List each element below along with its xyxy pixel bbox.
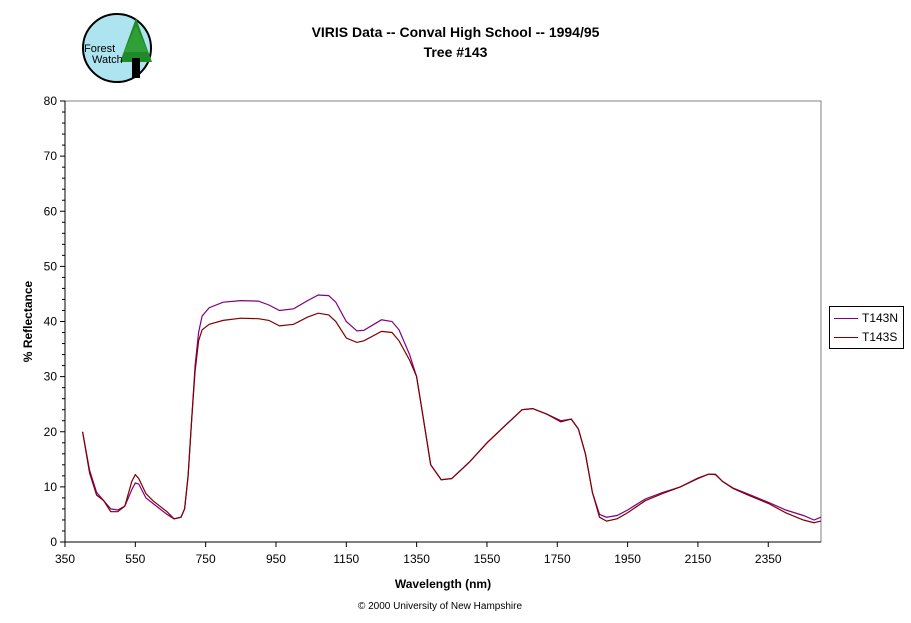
y-axis-label: % Reflectance [21, 280, 35, 362]
y-tick-label: 70 [44, 149, 58, 163]
legend-item-t143n: T143N [834, 310, 898, 326]
legend-swatch [834, 336, 858, 338]
x-tick-label: 2150 [685, 552, 712, 566]
x-tick-label: 1750 [544, 552, 571, 566]
svg-text:Watch: Watch [92, 54, 123, 66]
x-axis-label: Wavelength (nm) [395, 577, 491, 591]
y-tick-label: 10 [44, 480, 58, 494]
x-tick-label: 750 [196, 552, 216, 566]
chart-subtitle: Tree #143 [423, 44, 488, 60]
y-tick-label: 30 [44, 370, 58, 384]
y-tick-label: 20 [44, 425, 58, 439]
y-tick-label: 0 [50, 535, 57, 549]
legend-label: T143N [862, 311, 899, 325]
plot-frame [64, 100, 822, 543]
y-tick-label: 40 [44, 315, 58, 329]
x-tick-label: 1350 [403, 552, 430, 566]
chart-title: VIRIS Data -- Conval High School -- 1994… [311, 24, 600, 40]
x-tick-label: 1550 [474, 552, 501, 566]
legend-label: T143S [862, 330, 898, 344]
y-tick-label: 50 [44, 259, 58, 273]
legend: T143N T143S [829, 306, 904, 349]
x-tick-label: 1150 [333, 552, 359, 566]
series-line-t143n [82, 294, 822, 521]
x-tick-label: 2350 [755, 552, 782, 566]
y-tick-label: 60 [44, 204, 58, 218]
copyright: © 2000 University of New Hampshire [357, 601, 523, 612]
forest-watch-logo: Forest Watch [82, 13, 152, 83]
x-tick-label: 950 [266, 552, 286, 566]
y-tick-label: 80 [44, 94, 58, 108]
legend-swatch [834, 317, 858, 319]
x-tick-label: 350 [55, 552, 75, 566]
x-tick-label: 1950 [614, 552, 641, 566]
svg-text:Forest: Forest [84, 43, 115, 55]
legend-item-t143s: T143S [834, 329, 897, 345]
x-tick-label: 550 [125, 552, 145, 566]
series-line-t143s [82, 312, 822, 524]
